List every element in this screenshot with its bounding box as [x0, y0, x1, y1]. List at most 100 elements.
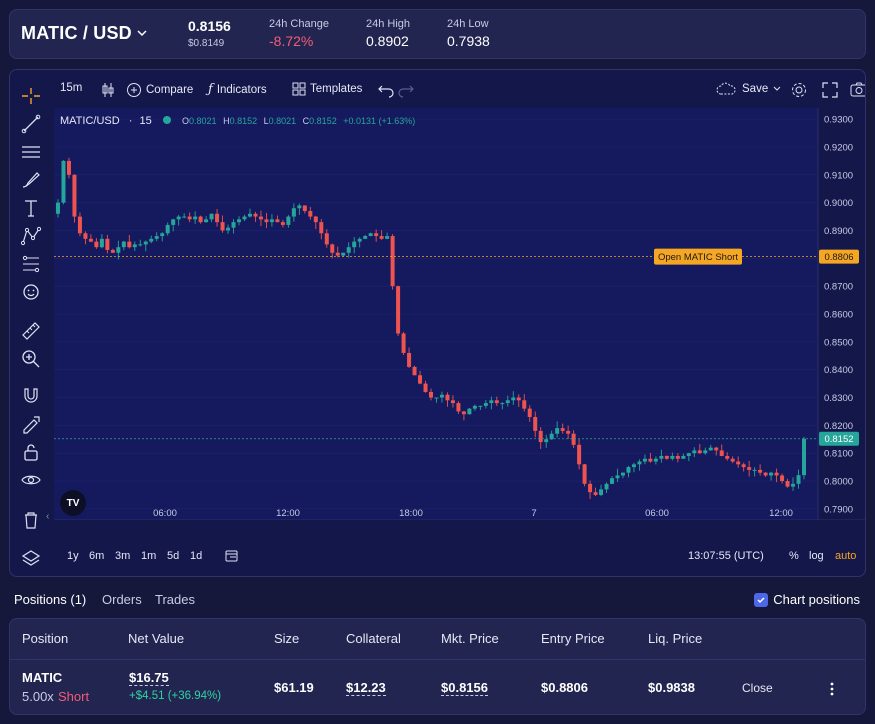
camera-icon[interactable]: [849, 80, 866, 100]
range-6m[interactable]: 6m: [89, 550, 105, 562]
text-icon[interactable]: [19, 197, 43, 219]
trash-icon[interactable]: [19, 509, 43, 531]
tab-positions[interactable]: Positions (1): [14, 592, 87, 607]
zoom-in-icon[interactable]: [19, 347, 43, 369]
index-price: $0.8149: [188, 38, 225, 49]
eye-icon[interactable]: [19, 469, 43, 491]
range-5d[interactable]: 5d: [167, 550, 180, 562]
candle-body: [604, 483, 609, 490]
pair-selector[interactable]: MATIC / USD: [21, 23, 132, 43]
candle-body: [620, 472, 625, 476]
candle-body: [165, 224, 170, 234]
clock-readout[interactable]: 13:07:55 (UTC): [688, 550, 764, 562]
last-price-tag-bg: [819, 431, 859, 446]
prediction-icon[interactable]: [19, 253, 43, 275]
unlock-icon[interactable]: [19, 441, 43, 463]
candle-body: [401, 333, 406, 353]
auto-toggle[interactable]: auto: [835, 550, 857, 562]
candle-body: [549, 433, 554, 440]
collapse-toolbar-icon[interactable]: ‹: [46, 511, 50, 522]
tab-trades[interactable]: Trades: [155, 592, 195, 607]
net-value[interactable]: $16.75: [129, 670, 169, 686]
save-button[interactable]: Save: [716, 82, 782, 96]
crosshair-icon[interactable]: [19, 85, 43, 107]
tradingview-logo[interactable]: TV: [60, 490, 86, 516]
entry-price-value: $0.8806: [541, 680, 588, 695]
candle-body: [99, 238, 104, 248]
ruler-icon[interactable]: [19, 319, 43, 341]
ohlc-change: +0.0131 (+1.63%): [343, 116, 415, 126]
x-tick-label: 06:00: [645, 508, 669, 519]
candle-body: [297, 205, 302, 209]
candle-body: [286, 216, 291, 225]
interval-button[interactable]: 15m: [60, 82, 83, 94]
candle-body: [226, 227, 231, 231]
y-tick-label: 0.8200: [824, 421, 853, 432]
mkt-price-value[interactable]: $0.8156: [441, 680, 488, 696]
liq-price-value: $0.9838: [648, 680, 695, 695]
candle-body: [258, 216, 263, 220]
compare-button[interactable]: Compare: [126, 82, 193, 98]
candle-body: [198, 216, 203, 223]
position-leverage: 5.00x: [22, 689, 54, 704]
fx-icon: ƒ: [208, 82, 213, 97]
order-line-label[interactable]: Open MATIC Short: [654, 248, 742, 265]
gear-icon[interactable]: [789, 80, 809, 100]
grid-lines: [54, 118, 818, 510]
candle-body: [478, 405, 483, 407]
templates-button[interactable]: Templates: [292, 82, 362, 96]
candle-body: [352, 241, 357, 248]
candle-body: [599, 489, 604, 495]
candle-body: [686, 453, 691, 456]
chevron-down-icon[interactable]: [135, 26, 149, 40]
candle-body: [560, 428, 565, 431]
x-tick-label: 06:00: [153, 508, 177, 519]
candle-body: [143, 241, 148, 245]
candle-body: [544, 439, 549, 443]
range-1y[interactable]: 1y: [67, 550, 79, 562]
trend-line-icon[interactable]: [19, 113, 43, 135]
range-1m[interactable]: 1m: [141, 550, 157, 562]
candle-body: [88, 238, 93, 242]
collateral-value[interactable]: $12.23: [346, 680, 386, 696]
range-1d[interactable]: 1d: [190, 550, 203, 562]
candle-body: [675, 455, 680, 459]
close-position-button[interactable]: Close: [742, 681, 773, 695]
pattern-icon[interactable]: [19, 225, 43, 247]
candle-body: [407, 352, 412, 367]
chart-positions-toggle[interactable]: Chart positions: [754, 592, 860, 607]
log-toggle[interactable]: log: [809, 550, 824, 562]
price-chart[interactable]: 0.93000.92000.91000.90000.89000.88000.87…: [54, 108, 866, 520]
percent-toggle[interactable]: %: [789, 550, 799, 562]
checkbox-checked-icon[interactable]: [754, 592, 769, 607]
indicators-label: Indicators: [216, 83, 267, 96]
candle-body: [83, 233, 88, 239]
ohlc-values: O0.8021 H0.8152 L0.8021 C0.8152 +0.0131 …: [182, 116, 415, 126]
brush-icon[interactable]: [19, 169, 43, 191]
tab-orders[interactable]: Orders: [102, 592, 142, 607]
undo-icon[interactable]: [376, 80, 396, 100]
indicators-button[interactable]: ƒ Indicators: [208, 82, 267, 97]
candles-icon[interactable]: [98, 80, 118, 100]
candle-body: [363, 236, 368, 239]
change-label: 24h Change: [269, 18, 329, 30]
candle-body: [385, 236, 390, 239]
candle-body: [77, 216, 82, 234]
layers-icon[interactable]: [19, 547, 43, 569]
range-3m[interactable]: 3m: [115, 550, 131, 562]
candle-body: [730, 458, 735, 462]
horizontal-lines-icon[interactable]: [19, 141, 43, 163]
candle-body: [703, 450, 708, 454]
more-vertical-icon[interactable]: [828, 681, 836, 697]
candle-body: [56, 202, 60, 214]
candle-body: [494, 400, 499, 404]
candle-body: [149, 238, 154, 242]
date-range-icon[interactable]: [224, 549, 240, 563]
lock-drawing-icon[interactable]: [19, 413, 43, 435]
magnet-icon[interactable]: [19, 385, 43, 407]
candle-body: [582, 464, 587, 484]
fullscreen-icon[interactable]: [820, 80, 840, 100]
emoji-icon[interactable]: [19, 281, 43, 303]
redo-icon[interactable]: [396, 80, 416, 100]
plus-circle-icon: [127, 83, 141, 97]
